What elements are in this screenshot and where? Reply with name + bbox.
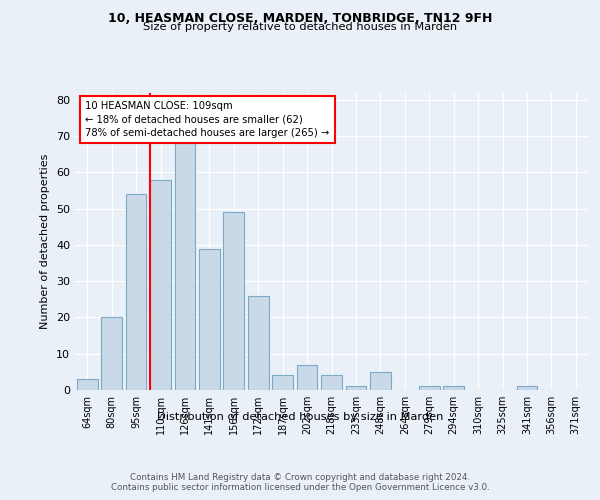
Bar — [517, 386, 538, 390]
Bar — [199, 248, 220, 390]
Bar — [272, 376, 293, 390]
Bar — [370, 372, 391, 390]
Bar — [150, 180, 171, 390]
Text: Size of property relative to detached houses in Marden: Size of property relative to detached ho… — [143, 22, 457, 32]
Text: 10 HEASMAN CLOSE: 109sqm
← 18% of detached houses are smaller (62)
78% of semi-d: 10 HEASMAN CLOSE: 109sqm ← 18% of detach… — [85, 102, 329, 138]
Bar — [223, 212, 244, 390]
Bar — [321, 376, 342, 390]
Bar — [419, 386, 440, 390]
Bar — [101, 318, 122, 390]
Y-axis label: Number of detached properties: Number of detached properties — [40, 154, 50, 329]
Bar — [248, 296, 269, 390]
Bar — [296, 364, 317, 390]
Text: Distribution of detached houses by size in Marden: Distribution of detached houses by size … — [157, 412, 443, 422]
Text: 10, HEASMAN CLOSE, MARDEN, TONBRIDGE, TN12 9FH: 10, HEASMAN CLOSE, MARDEN, TONBRIDGE, TN… — [108, 12, 492, 26]
Bar — [125, 194, 146, 390]
Bar — [443, 386, 464, 390]
Bar — [77, 379, 98, 390]
Bar — [346, 386, 367, 390]
Text: Contains public sector information licensed under the Open Government Licence v3: Contains public sector information licen… — [110, 484, 490, 492]
Text: Contains HM Land Registry data © Crown copyright and database right 2024.: Contains HM Land Registry data © Crown c… — [130, 472, 470, 482]
Bar — [175, 144, 196, 390]
